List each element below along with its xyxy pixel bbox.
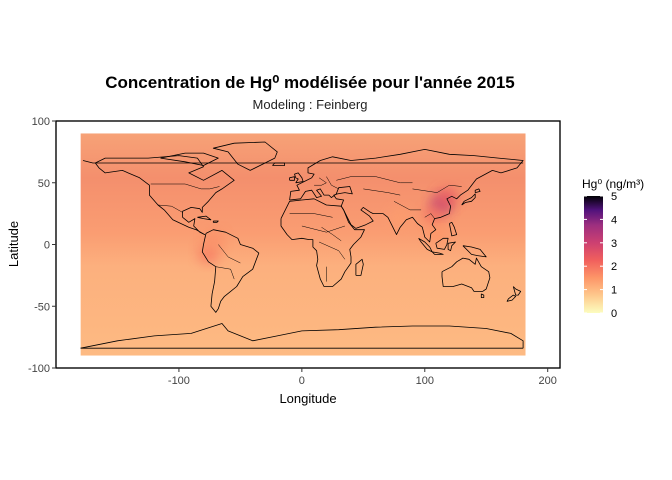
border-path xyxy=(321,226,342,242)
border-path xyxy=(393,201,422,211)
hotspot xyxy=(198,245,219,264)
coastline-path xyxy=(280,198,365,287)
legend-tick-label: 0 xyxy=(611,308,617,320)
coastline-path xyxy=(461,193,476,206)
border-path xyxy=(218,244,241,264)
chart-title: Concentration de Hg⁰ modélisée pour l'an… xyxy=(105,73,515,92)
border-path xyxy=(336,176,413,184)
border-path xyxy=(363,188,401,196)
legend-colorbar xyxy=(584,196,603,313)
coastline-path xyxy=(462,245,487,258)
legend: Hg⁰ (ng/m³) 0 1 2 3 4 5 xyxy=(582,177,644,320)
coastline-path xyxy=(94,155,235,235)
x-axis: -100 0 100 200 xyxy=(168,368,557,387)
border-path xyxy=(150,183,220,190)
border-path xyxy=(314,177,327,186)
x-tick-label: 200 xyxy=(539,375,557,387)
y-tick-label: 0 xyxy=(44,240,50,252)
coastline-path xyxy=(82,160,524,164)
coastline-path xyxy=(447,241,456,252)
coastline-path xyxy=(441,257,491,292)
coastline-path xyxy=(474,188,481,193)
x-axis-title: Longitude xyxy=(279,391,336,406)
coastline-path xyxy=(431,251,444,255)
field-background xyxy=(80,133,526,356)
coastline-path xyxy=(480,293,485,298)
border-path xyxy=(289,213,333,218)
coastline-path xyxy=(212,220,219,223)
border-path xyxy=(301,225,345,233)
coastline-path xyxy=(449,221,458,237)
border-path xyxy=(326,176,339,190)
country-borders xyxy=(80,141,524,349)
border-path xyxy=(412,184,462,193)
legend-tick-label: 1 xyxy=(611,285,617,297)
y-axis: -100 -50 0 50 100 xyxy=(28,116,56,375)
coastline-path xyxy=(512,286,522,296)
y-tick-label: -100 xyxy=(28,363,50,375)
border-path xyxy=(157,204,183,213)
coastline-path xyxy=(201,229,260,313)
hotspot xyxy=(203,230,224,249)
legend-tick-label: 5 xyxy=(611,191,617,203)
coastline-path xyxy=(160,152,219,166)
hotspot xyxy=(424,205,445,224)
coastline-path xyxy=(506,294,517,302)
legend-tick-label: 4 xyxy=(611,214,617,226)
y-axis-title: Latitude xyxy=(6,221,21,267)
y-tick-label: -50 xyxy=(34,301,50,313)
coastline-path xyxy=(294,172,304,184)
y-tick-label: 50 xyxy=(38,178,50,190)
coastline-path xyxy=(197,215,212,221)
x-tick-label: 100 xyxy=(416,375,434,387)
border-path xyxy=(215,266,235,280)
legend-title: Hg⁰ (ng/m³) xyxy=(582,177,644,191)
coastline-path xyxy=(355,258,364,276)
hotspot xyxy=(436,188,457,207)
hotspot xyxy=(390,208,411,227)
coastline-path xyxy=(289,176,295,181)
coastline-path xyxy=(289,149,524,243)
legend-tick-label: 3 xyxy=(611,238,617,250)
coastline-path xyxy=(435,237,449,250)
x-tick-label: 0 xyxy=(299,375,305,387)
concentration-field xyxy=(80,133,526,356)
border-path xyxy=(424,213,435,219)
y-tick-label: 100 xyxy=(32,116,50,128)
border-path xyxy=(318,241,346,260)
x-tick-label: -100 xyxy=(168,375,190,387)
legend-tick-label: 2 xyxy=(611,261,617,273)
coastline-path xyxy=(80,323,524,349)
coastline-path xyxy=(212,141,278,171)
chart-subtitle: Modeling : Feinberg xyxy=(253,97,368,112)
